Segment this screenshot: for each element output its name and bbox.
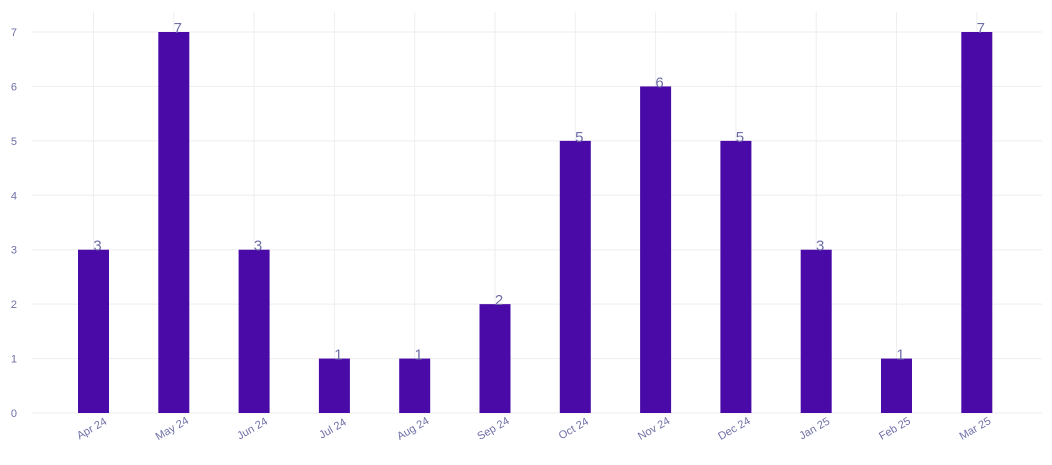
y-tick-label: 6 — [11, 81, 17, 93]
bar — [640, 86, 672, 413]
bars — [78, 32, 993, 413]
data-label: 5 — [736, 129, 744, 146]
bar — [720, 140, 752, 413]
y-tick-label: 4 — [11, 190, 17, 202]
y-tick-label: 0 — [11, 408, 17, 420]
data-label: 7 — [977, 20, 985, 37]
bar — [238, 249, 270, 413]
data-labels: 3 7 3 1 1 2 5 6 5 3 1 7 — [93, 20, 985, 364]
y-tick-label: 7 — [11, 27, 17, 39]
y-tick-label: 5 — [11, 136, 17, 148]
x-tick-label: Dec 24 — [716, 415, 752, 443]
x-tick-label: Apr 24 — [75, 416, 109, 443]
x-tick-label: Jul 24 — [317, 416, 348, 441]
data-label: 1 — [334, 347, 342, 364]
x-tick-label: Feb 25 — [877, 415, 913, 443]
x-tick-label: Mar 25 — [957, 415, 993, 443]
bar — [881, 358, 912, 413]
x-axis-ticks: Apr 24 May 24 Jun 24 Jul 24 Aug 24 Sep 24 Oct … — [75, 415, 993, 443]
x-tick-label: Jun 24 — [235, 415, 270, 442]
bar — [961, 32, 993, 413]
data-label: 5 — [575, 129, 583, 146]
bar — [399, 358, 431, 413]
bar — [158, 32, 190, 413]
y-tick-label: 1 — [11, 354, 17, 366]
x-tick-label: Oct 24 — [557, 416, 591, 443]
data-label: 3 — [93, 238, 101, 255]
x-tick-label: Nov 24 — [636, 415, 672, 443]
x-tick-label: Jan 25 — [797, 415, 832, 442]
y-axis-ticks: 0 1 2 3 4 5 6 7 — [11, 27, 17, 420]
y-tick-label: 3 — [11, 245, 17, 257]
data-label: 6 — [655, 74, 663, 91]
bar — [318, 358, 350, 413]
x-tick-label: Aug 24 — [395, 415, 431, 443]
bar — [479, 304, 511, 413]
data-label: 1 — [415, 347, 423, 364]
data-label: 1 — [896, 347, 904, 364]
data-label: 3 — [816, 238, 824, 255]
bar — [559, 140, 591, 413]
y-tick-label: 2 — [11, 299, 17, 311]
x-tick-label: Sep 24 — [475, 415, 511, 443]
data-label: 2 — [495, 292, 503, 309]
x-tick-label: May 24 — [154, 415, 191, 443]
data-label: 7 — [174, 20, 182, 37]
data-label: 3 — [254, 238, 262, 255]
bar — [800, 249, 832, 413]
bar — [78, 249, 109, 413]
